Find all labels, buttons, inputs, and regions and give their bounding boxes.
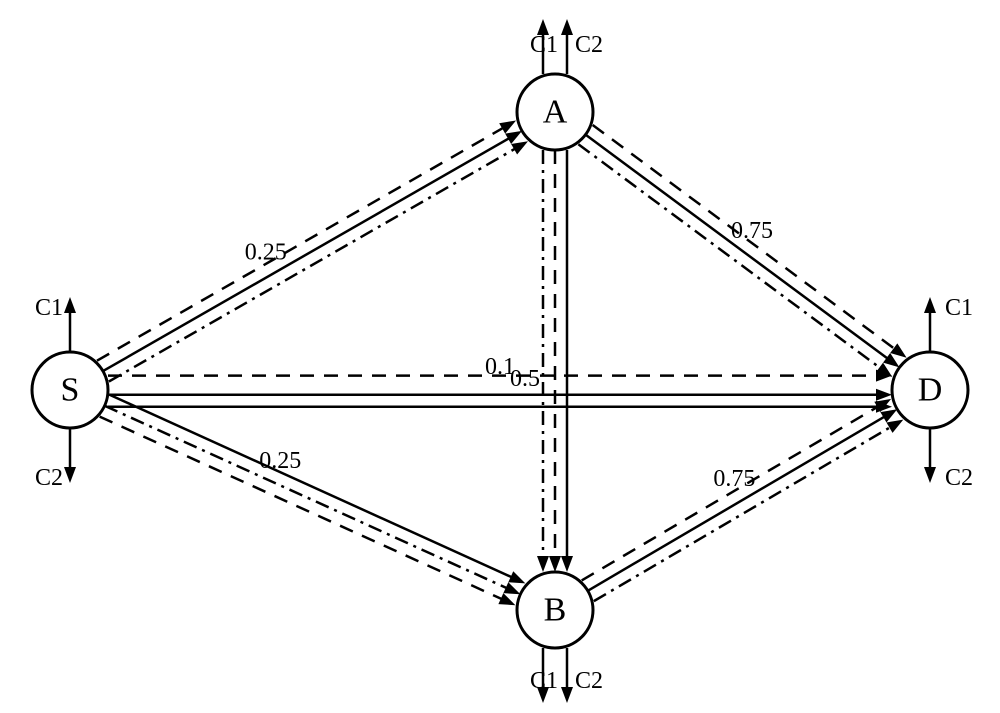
edge-S-A-solid [103, 136, 514, 371]
arrowhead [537, 556, 549, 572]
arrowhead [508, 571, 525, 583]
node-label-S: S [61, 372, 80, 409]
edge-label-B-D: 0.75 [713, 466, 755, 492]
arrowhead [880, 409, 897, 422]
ext-label-A-C1: C1 [530, 32, 558, 58]
ext-label-S-C2: C2 [35, 465, 63, 491]
edge-S-B-dashdot [105, 406, 512, 591]
edge-label-A-B: 0.5 [510, 366, 540, 392]
arrowhead [561, 19, 573, 35]
edge-label-S-A: 0.25 [245, 239, 287, 265]
arrowhead [505, 131, 522, 144]
edge-S-B-solid [110, 395, 517, 580]
arrowhead [561, 687, 573, 703]
arrowhead [924, 467, 936, 483]
arrowhead [503, 582, 520, 594]
node-label-D: D [918, 372, 943, 409]
edge-A-D-solid [586, 135, 892, 362]
ext-label-D-C2: C2 [945, 465, 973, 491]
edge-S-A-dashdot [109, 146, 520, 381]
ext-label-S-C1: C1 [35, 295, 63, 321]
ext-label-B-C1: C1 [530, 668, 558, 694]
edge-A-D-dashdot [578, 144, 884, 371]
node-label-B: B [544, 592, 567, 629]
node-label-A: A [543, 94, 568, 131]
ext-label-B-C2: C2 [575, 668, 603, 694]
edge-B-D-dashdot [594, 424, 895, 601]
network-diagram: SABD0.250.250.10.750.50.75C1C2C1C2C1C2C1… [0, 0, 1000, 713]
arrowhead [890, 343, 906, 357]
arrowhead [499, 120, 516, 133]
edge-label-S-B: 0.25 [259, 448, 301, 474]
arrowhead [883, 353, 899, 367]
arrowhead [886, 420, 903, 433]
arrowhead [64, 297, 76, 313]
edge-B-D-solid [588, 414, 889, 591]
arrowhead [876, 389, 892, 401]
edge-S-A-dashed [97, 125, 508, 360]
arrowhead [924, 297, 936, 313]
ext-label-A-C2: C2 [575, 32, 603, 58]
edge-S-B-dashed [100, 417, 507, 602]
edge-label-A-D: 0.75 [731, 218, 773, 244]
ext-label-D-C1: C1 [945, 295, 973, 321]
arrowhead [64, 467, 76, 483]
arrowhead [561, 556, 573, 572]
arrowhead [511, 141, 528, 154]
arrowhead [549, 556, 561, 572]
arrowhead [498, 593, 515, 605]
